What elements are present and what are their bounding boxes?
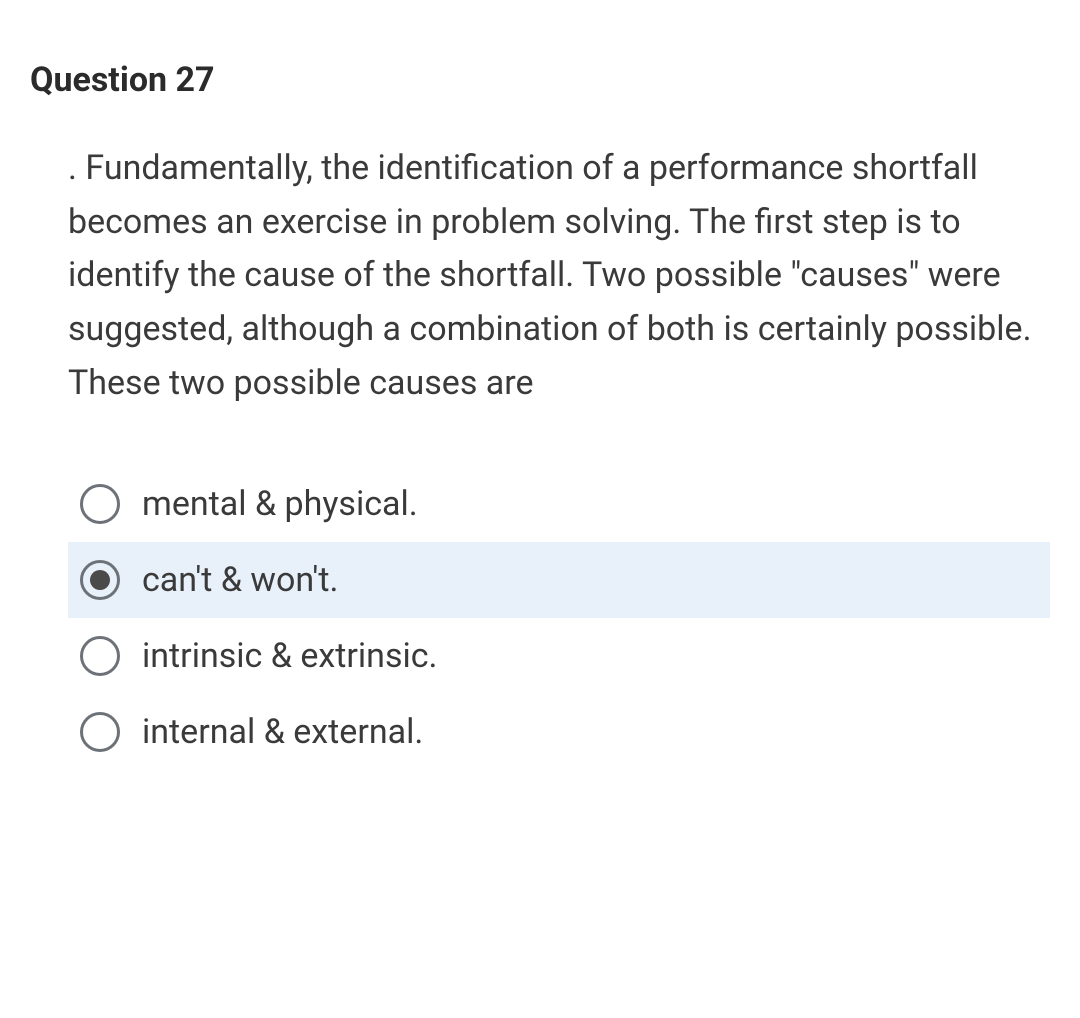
radio-icon xyxy=(80,560,120,600)
option-row[interactable]: mental & physical. xyxy=(68,466,1050,542)
radio-icon xyxy=(80,636,120,676)
radio-icon xyxy=(80,712,120,752)
question-container: Question 27 . Fundamentally, the identif… xyxy=(30,60,1050,770)
option-row[interactable]: intrinsic & extrinsic. xyxy=(68,618,1050,694)
question-text: . Fundamentally, the identification of a… xyxy=(68,142,1050,411)
option-label: can't & won't. xyxy=(142,560,338,600)
radio-fill-icon xyxy=(90,570,110,590)
radio-icon xyxy=(80,484,120,524)
option-row[interactable]: can't & won't. xyxy=(68,542,1050,618)
option-label: intrinsic & extrinsic. xyxy=(142,636,438,676)
option-label: internal & external. xyxy=(142,712,423,752)
question-title: Question 27 xyxy=(30,60,1050,100)
options-list: mental & physical. can't & won't. intrin… xyxy=(68,466,1050,770)
option-label: mental & physical. xyxy=(142,484,418,524)
option-row[interactable]: internal & external. xyxy=(68,694,1050,770)
